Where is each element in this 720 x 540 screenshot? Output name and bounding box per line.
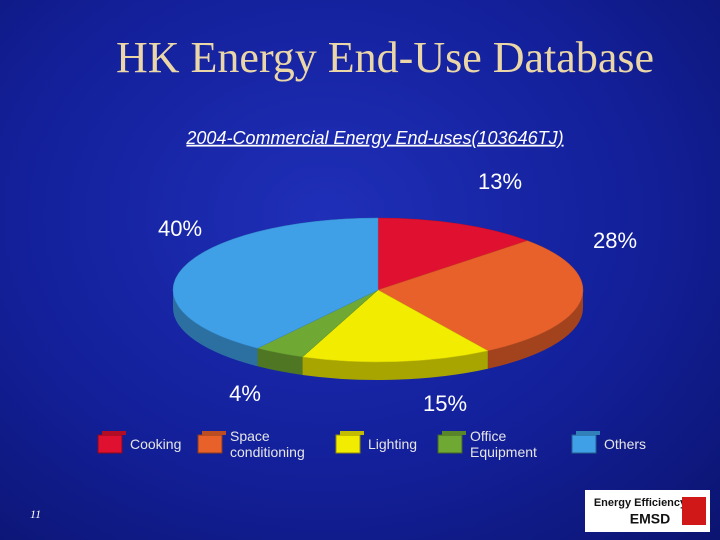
legend-label: Others bbox=[604, 436, 647, 452]
data-label: 28% bbox=[593, 228, 637, 253]
slice-side bbox=[257, 348, 303, 375]
legend-label: Space conditioning bbox=[230, 428, 305, 460]
logo-text: EMSD bbox=[630, 511, 670, 527]
slice-side bbox=[302, 350, 488, 381]
legend-swatch bbox=[335, 434, 361, 454]
legend-swatch-side bbox=[576, 431, 600, 435]
slice bbox=[377, 240, 584, 352]
data-label: 15% bbox=[423, 391, 467, 416]
slice bbox=[301, 289, 489, 363]
page-number: 11 bbox=[30, 507, 41, 521]
legend-swatch bbox=[571, 434, 597, 454]
logo-icon bbox=[682, 497, 706, 525]
legend-label: Cooking bbox=[130, 436, 182, 452]
logo-text: Energy Efficiency bbox=[594, 497, 687, 509]
legend-swatch-side bbox=[202, 431, 226, 435]
slice bbox=[377, 217, 529, 291]
chart-title: 2004-Commercial Energy End-uses(103646TJ… bbox=[185, 128, 563, 148]
legend-label: Office Equipment bbox=[470, 428, 537, 460]
legend-swatch-side bbox=[102, 431, 126, 435]
slice-side bbox=[487, 290, 583, 369]
legend-label: Lighting bbox=[368, 436, 418, 452]
legend-swatch-side bbox=[340, 431, 364, 435]
legend-swatch-side bbox=[442, 431, 466, 435]
legend-swatch bbox=[97, 434, 123, 454]
slice-side bbox=[173, 290, 258, 367]
data-label: 13% bbox=[478, 169, 522, 194]
slice bbox=[172, 217, 379, 349]
data-label: 4% bbox=[229, 381, 261, 406]
slide-title: HK Energy End-Use Database bbox=[116, 33, 654, 82]
data-label: 40% bbox=[158, 216, 202, 241]
